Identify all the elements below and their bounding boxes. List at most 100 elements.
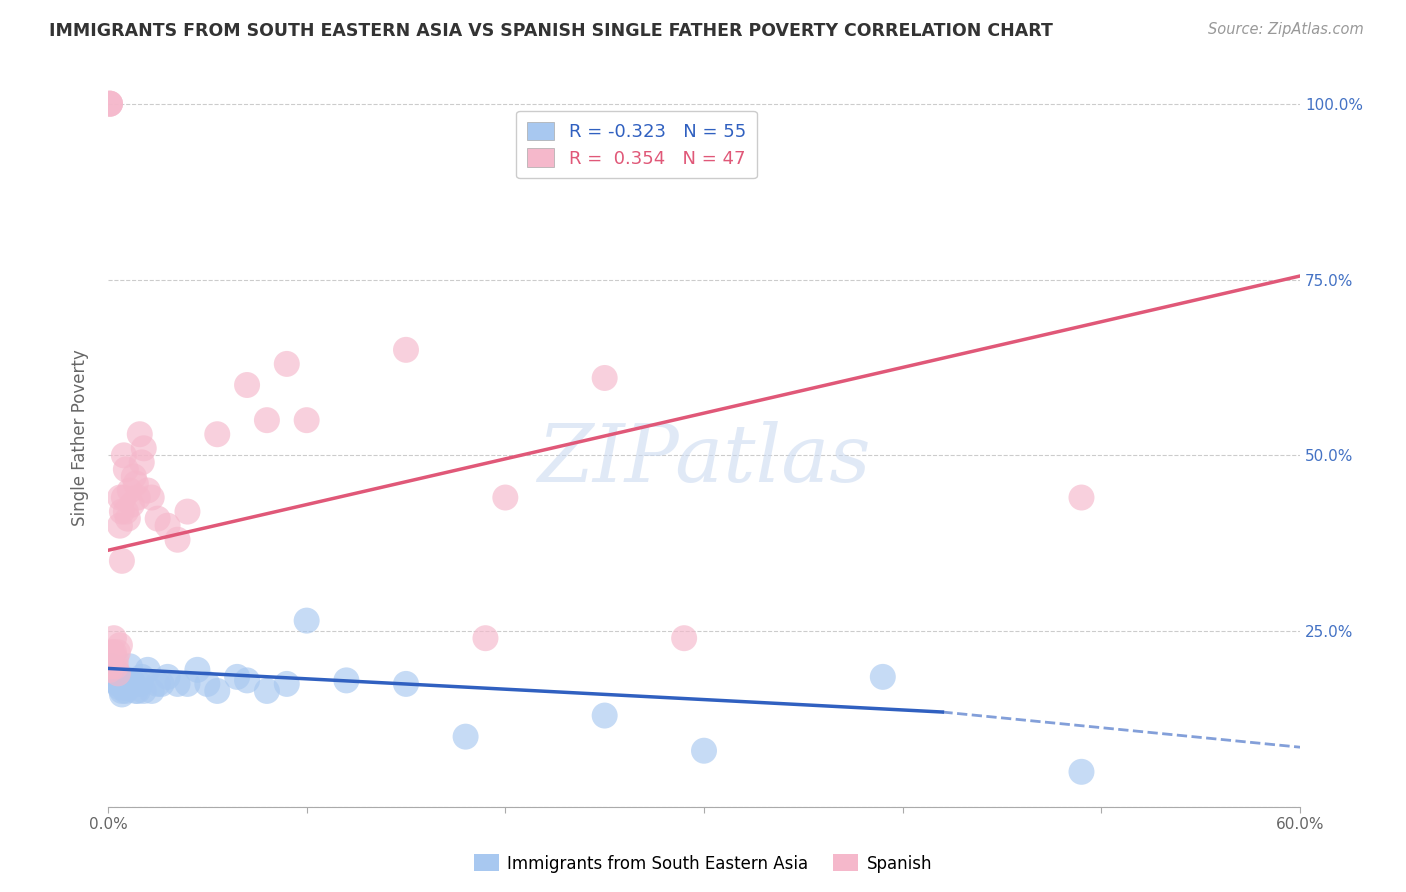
Point <box>122 677 145 691</box>
Point <box>117 677 139 691</box>
Point <box>207 427 229 442</box>
Point <box>112 448 135 462</box>
Point <box>98 96 121 111</box>
Point <box>107 666 129 681</box>
Point <box>103 673 125 688</box>
Point <box>236 673 259 688</box>
Point <box>125 476 148 491</box>
Point <box>115 681 138 695</box>
Point <box>98 663 121 677</box>
Point <box>295 413 318 427</box>
Point <box>101 670 124 684</box>
Point <box>146 677 169 691</box>
Text: ZIPatlas: ZIPatlas <box>537 421 870 499</box>
Point <box>132 442 155 456</box>
Point <box>111 554 134 568</box>
Point <box>395 343 418 357</box>
Point <box>103 663 125 677</box>
Point <box>127 491 149 505</box>
Point <box>108 518 131 533</box>
Point <box>146 511 169 525</box>
Point <box>117 511 139 525</box>
Point <box>156 518 179 533</box>
Point <box>156 670 179 684</box>
Point <box>593 371 616 385</box>
Y-axis label: Single Father Poverty: Single Father Poverty <box>72 350 89 526</box>
Point <box>131 455 153 469</box>
Point <box>115 462 138 476</box>
Point <box>108 677 131 691</box>
Point <box>98 659 121 673</box>
Point <box>226 670 249 684</box>
Point <box>128 427 150 442</box>
Point <box>395 677 418 691</box>
Point <box>117 681 139 695</box>
Point <box>98 670 121 684</box>
Point <box>108 638 131 652</box>
Point <box>111 677 134 691</box>
Point <box>127 684 149 698</box>
Point <box>673 631 696 645</box>
Point <box>101 659 124 673</box>
Point <box>693 744 716 758</box>
Point <box>118 659 141 673</box>
Point <box>121 673 143 688</box>
Point <box>101 663 124 677</box>
Point <box>131 670 153 684</box>
Point <box>103 631 125 645</box>
Point <box>150 677 173 691</box>
Point <box>132 684 155 698</box>
Point <box>98 96 121 111</box>
Point <box>1070 764 1092 779</box>
Point <box>474 631 496 645</box>
Point <box>111 684 134 698</box>
Point <box>256 684 278 698</box>
Point <box>104 652 127 666</box>
Point <box>104 659 127 673</box>
Point <box>136 483 159 498</box>
Point <box>112 677 135 691</box>
Point <box>108 491 131 505</box>
Point <box>103 645 125 659</box>
Point <box>1070 491 1092 505</box>
Point <box>195 677 218 691</box>
Point <box>112 491 135 505</box>
Point <box>103 670 125 684</box>
Point <box>494 491 516 505</box>
Point <box>115 505 138 519</box>
Point <box>111 505 134 519</box>
Legend: R = -0.323   N = 55, R =  0.354   N = 47: R = -0.323 N = 55, R = 0.354 N = 47 <box>516 111 756 178</box>
Point <box>118 483 141 498</box>
Point <box>872 670 894 684</box>
Point <box>115 684 138 698</box>
Point <box>176 505 198 519</box>
Point <box>107 645 129 659</box>
Point <box>111 688 134 702</box>
Point <box>295 614 318 628</box>
Point <box>166 677 188 691</box>
Point <box>276 357 298 371</box>
Point <box>104 670 127 684</box>
Point <box>593 708 616 723</box>
Point <box>122 469 145 483</box>
Point <box>98 666 121 681</box>
Point <box>207 684 229 698</box>
Point <box>108 681 131 695</box>
Point <box>141 684 163 698</box>
Point <box>121 498 143 512</box>
Point <box>112 681 135 695</box>
Point <box>454 730 477 744</box>
Point <box>104 673 127 688</box>
Point <box>335 673 357 688</box>
Point <box>276 677 298 691</box>
Point <box>176 677 198 691</box>
Point <box>141 491 163 505</box>
Text: Source: ZipAtlas.com: Source: ZipAtlas.com <box>1208 22 1364 37</box>
Point <box>128 677 150 691</box>
Point <box>98 96 121 111</box>
Point <box>107 666 129 681</box>
Legend: Immigrants from South Eastern Asia, Spanish: Immigrants from South Eastern Asia, Span… <box>467 847 939 880</box>
Text: IMMIGRANTS FROM SOUTH EASTERN ASIA VS SPANISH SINGLE FATHER POVERTY CORRELATION : IMMIGRANTS FROM SOUTH EASTERN ASIA VS SP… <box>49 22 1053 40</box>
Point <box>107 670 129 684</box>
Point <box>107 677 129 691</box>
